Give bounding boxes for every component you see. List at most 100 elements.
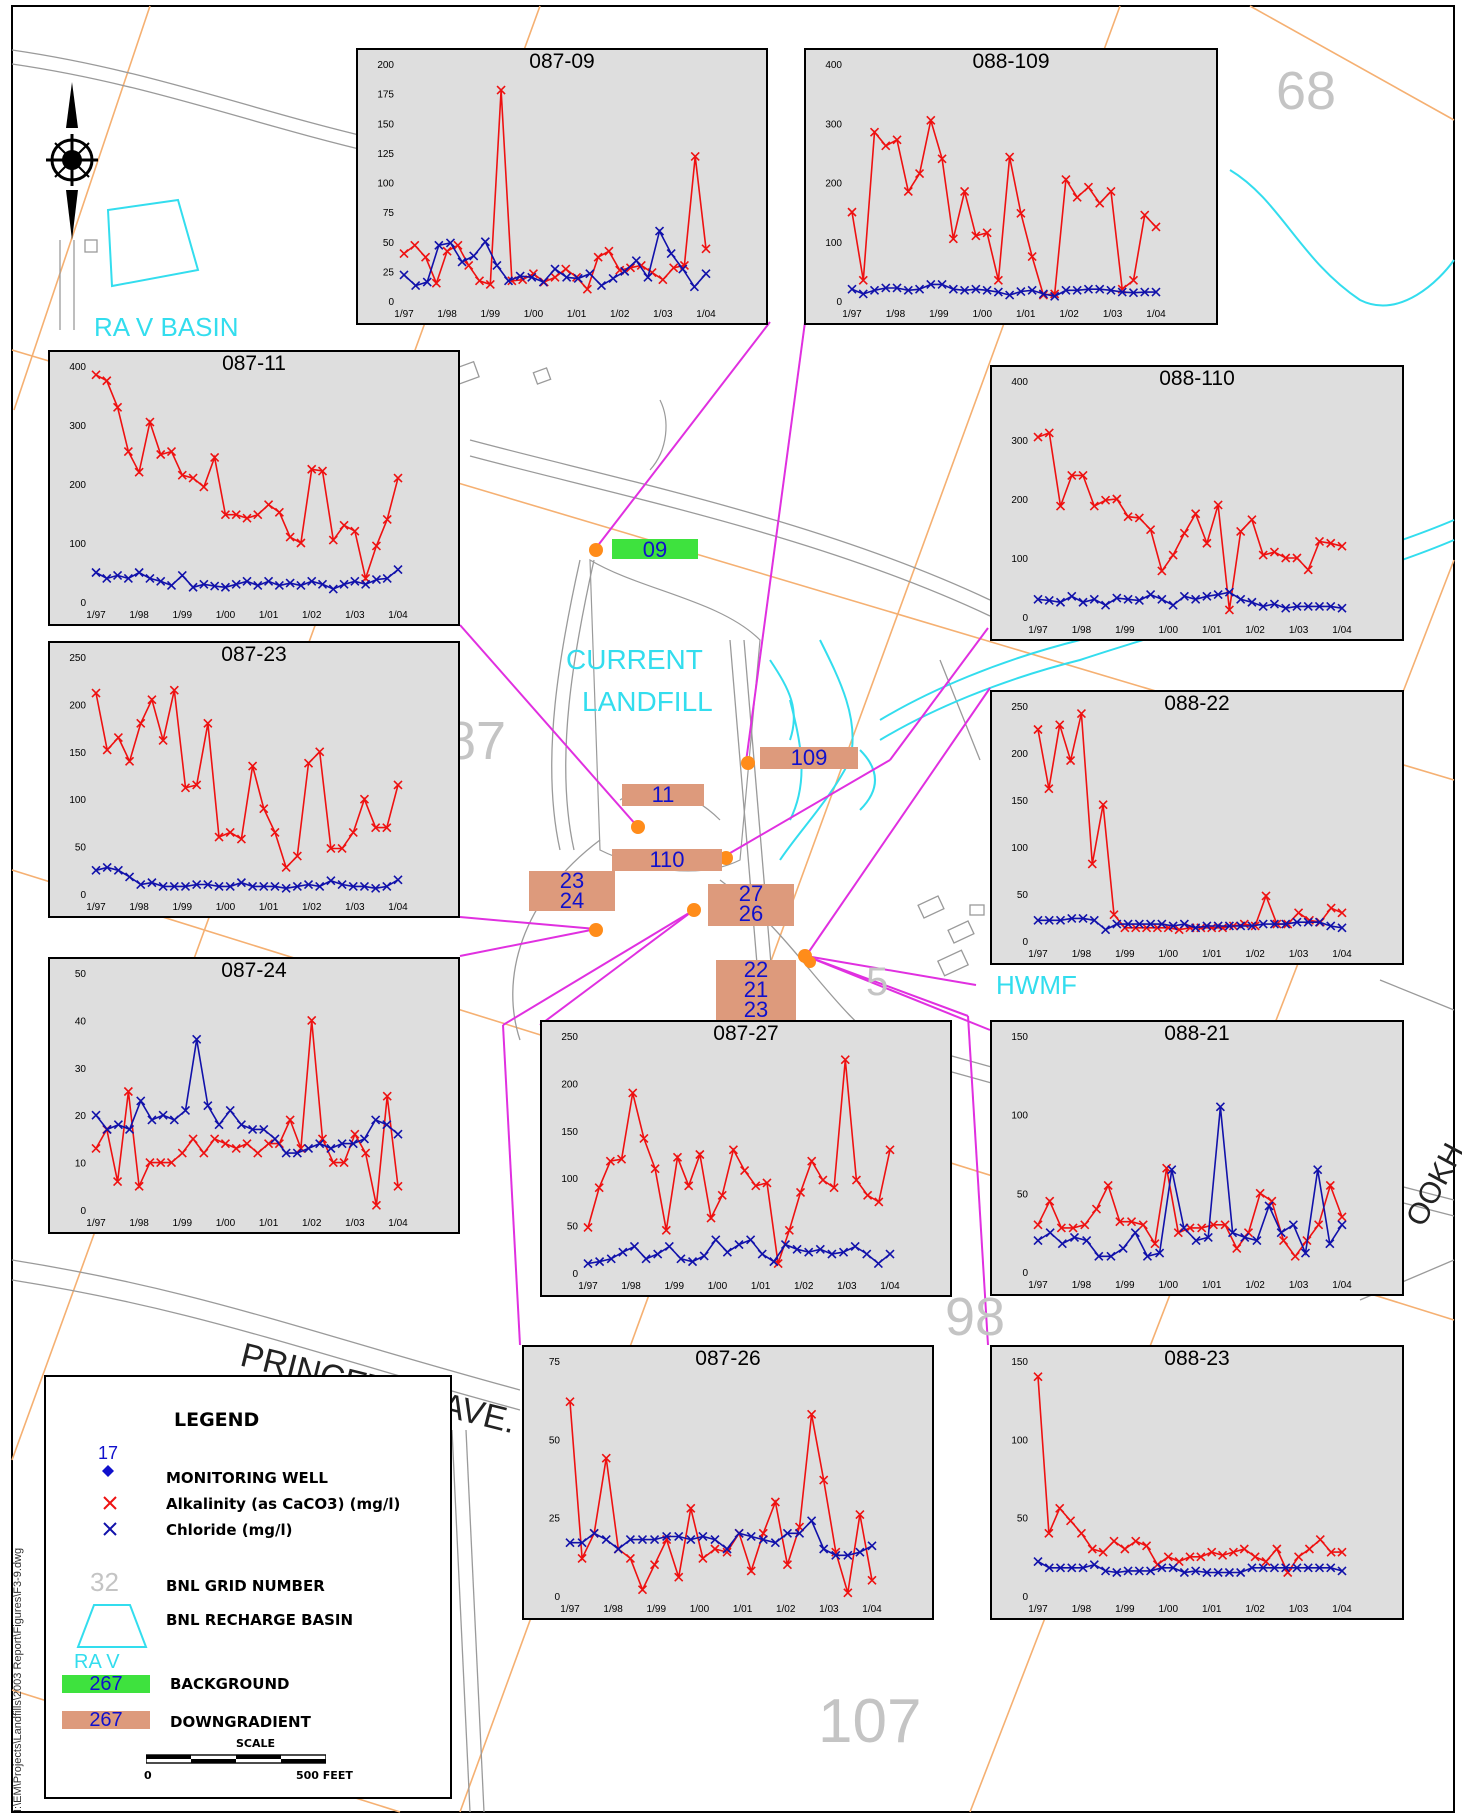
alkalinity-data-point — [1157, 566, 1167, 576]
legend-scale-zero: 0 — [144, 1769, 152, 1782]
chloride-data-point — [629, 1241, 640, 1252]
alkalinity-data-point — [1179, 528, 1189, 538]
y-tick-label: 250 — [561, 1032, 578, 1043]
chloride-data-point — [858, 289, 868, 299]
alkalinity-data-point — [474, 276, 485, 286]
alkalinity-data-point — [113, 402, 123, 412]
label-hwmf: HWMF — [996, 970, 1077, 1000]
chloride-data-point — [382, 1120, 392, 1130]
alkalinity-data-point — [1089, 501, 1099, 511]
y-tick-label: 300 — [69, 421, 86, 432]
x-tick-label: 1/04 — [696, 309, 716, 320]
chloride-data-point — [1044, 1563, 1054, 1573]
x-tick-label: 1/03 — [345, 1218, 365, 1229]
x-tick-label: 1/02 — [794, 1281, 814, 1292]
chloride-data-point — [1117, 287, 1127, 297]
chart-088-22-svg: 0 50 100 150 200 250 1/97 1/98 1/99 1/00 1/01 1/02 1… — [1011, 702, 1352, 960]
alkalinity-data-point — [628, 1088, 638, 1098]
alkalinity-data-point — [220, 510, 230, 520]
chloride-data-point — [1240, 1232, 1250, 1242]
alkalinity-data-point — [565, 1397, 575, 1407]
chloride-data-point — [855, 1547, 865, 1557]
alkalinity-data-point — [382, 1091, 392, 1101]
alkalinity-data-point — [1005, 152, 1015, 162]
alkalinity-data-point — [717, 1190, 727, 1200]
chloride-data-point — [315, 1139, 325, 1149]
legend-background: BACKGROUND — [170, 1675, 290, 1693]
alkalinity-data-point — [684, 1181, 694, 1191]
well-label-11: 11 — [622, 784, 704, 806]
alkalinity-data-point — [1250, 1552, 1260, 1562]
well-label-109: 109 — [760, 747, 858, 769]
chloride-data-point — [885, 1249, 895, 1259]
chloride-data-point — [457, 257, 467, 267]
alkalinity-data-point — [281, 862, 291, 873]
y-tick-label: 400 — [1011, 377, 1028, 388]
chloride-data-point — [993, 287, 1003, 297]
chloride-data-point — [982, 285, 992, 295]
alkalinity-data-point — [1123, 512, 1133, 522]
alkalinity-data-point — [317, 466, 328, 476]
chloride-data-point — [1252, 1235, 1262, 1246]
x-tick-label: 1/00 — [1159, 1604, 1179, 1615]
chloride-data-point — [393, 564, 403, 575]
chloride-data-point — [1168, 600, 1178, 610]
x-tick-label: 1/03 — [345, 902, 365, 913]
alkalinity-data-point — [1337, 541, 1347, 551]
alkalinity-data-point — [1283, 1567, 1293, 1578]
x-tick-label: 1/97 — [86, 1218, 106, 1229]
alkalinity-data-point — [695, 1149, 705, 1160]
chloride-data-point — [1258, 601, 1268, 611]
alkalinity-data-point — [710, 1544, 720, 1554]
x-tick-label: 1/02 — [302, 902, 322, 913]
legend-grid-sample: 32 — [90, 1567, 119, 1597]
alkalinity-data-point — [658, 275, 668, 285]
alkalinity-data-point — [1103, 1180, 1113, 1191]
x-tick-label: 1/01 — [1202, 1280, 1222, 1291]
chart-title: 087-27 — [713, 1022, 779, 1045]
chloride-data-point — [1202, 1567, 1212, 1578]
alkalinity-series-line — [403, 90, 707, 291]
x-tick-label: 1/99 — [173, 610, 193, 621]
chloride-data-point — [804, 1247, 814, 1257]
alkalinity-data-point — [102, 376, 112, 386]
chloride-data-point — [1247, 597, 1257, 607]
alkalinity-data-point — [124, 756, 135, 766]
alkalinity-data-point — [348, 827, 358, 837]
y-tick-label: 50 — [1017, 1514, 1029, 1525]
chloride-data-point — [1202, 921, 1212, 931]
y-tick-label: 100 — [1011, 554, 1028, 565]
alkalinity-data-point — [582, 284, 592, 294]
chloride-data-point — [210, 581, 220, 591]
chloride-data-point — [236, 878, 246, 888]
chloride-data-point — [676, 1254, 686, 1264]
x-tick-label: 1/02 — [610, 309, 630, 320]
x-tick-label: 1/00 — [1159, 949, 1179, 960]
chloride-data-point — [1094, 1251, 1104, 1261]
chloride-data-point — [687, 1257, 698, 1267]
alkalinity-data-point — [1100, 495, 1111, 505]
alkalinity-data-point — [807, 1156, 817, 1166]
alkalinity-data-point — [762, 1178, 772, 1188]
alkalinity-data-point — [601, 1453, 611, 1463]
chloride-data-point — [317, 579, 328, 589]
x-tick-label: 1/02 — [776, 1604, 796, 1615]
alkalinity-data-point — [840, 1055, 850, 1065]
y-tick-label: 200 — [69, 480, 86, 491]
chloride-data-point — [124, 1124, 135, 1134]
chloride-data-point — [1112, 1567, 1122, 1578]
alkalinity-data-point — [359, 794, 370, 804]
chloride-data-point — [1269, 919, 1280, 929]
y-tick-label: 0 — [1022, 937, 1028, 948]
chloride-data-point — [538, 277, 548, 287]
margin-file-path: I:\EM\Projects\Landfills\2003 Report\Fig… — [12, 1547, 24, 1812]
chloride-data-point — [654, 226, 665, 236]
chart-088-23: 0 50 100 150 1/97 1/98 1/99 1/00 1/01 1/02 1/03 1/0… — [990, 1345, 1404, 1620]
alkalinity-data-point — [382, 823, 392, 833]
chloride-data-point — [350, 576, 360, 586]
alkalinity-data-point — [91, 1143, 101, 1153]
chloride-data-point — [869, 285, 880, 295]
x-tick-label: 1/04 — [1332, 949, 1352, 960]
alkalinity-data-point — [123, 1086, 133, 1097]
x-tick-label: 1/00 — [1159, 1280, 1179, 1291]
